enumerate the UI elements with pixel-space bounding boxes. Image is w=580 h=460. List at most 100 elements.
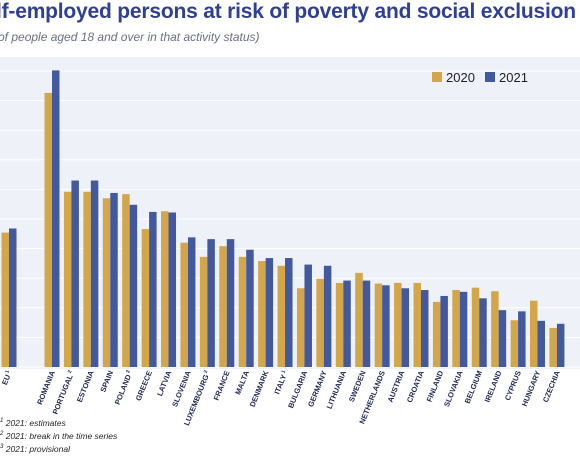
x-tick-label: SPAIN [98, 369, 115, 393]
bar-2021-cyprus [518, 311, 526, 367]
bar-2021-netherlands [382, 285, 390, 367]
bar-2021-malta [246, 249, 254, 367]
footnote-1-text: 2021: estimates [5, 418, 66, 428]
x-tick-label: FRANCE [212, 369, 232, 401]
bar-2021-czechia [556, 323, 565, 367]
chart-title: lf-employed persons at risk of poverty a… [0, 0, 576, 23]
bar-2021-latvia [168, 212, 177, 367]
bar-2020-hungary [530, 300, 538, 367]
x-tick-label: GERMANY [306, 369, 329, 408]
x-tick-label: ITALY 1 [272, 369, 290, 395]
footnote-1-mark: 1 [0, 418, 4, 425]
legend-swatch [485, 72, 495, 82]
bars [1, 70, 565, 368]
bar-2020-netherlands [374, 283, 383, 367]
legend-label: 2021 [499, 70, 528, 85]
x-tick-label: FINLAND [425, 369, 446, 403]
bar-2021-greece [149, 211, 157, 367]
bar-2021-sweden [362, 280, 371, 367]
bar-2020-eu [1, 232, 9, 367]
x-tick-label: CROATIA [405, 369, 426, 404]
bar-2020-slovenia [180, 242, 188, 367]
bar-2021-estonia [90, 180, 99, 367]
legend: 2020 2021 [432, 70, 528, 85]
footnote-3-mark: 3 [0, 444, 4, 451]
bar-2020-lithuania [335, 282, 344, 367]
footnote-3-text: 2021: provisional [5, 444, 70, 454]
bar-2021-poland [129, 204, 138, 367]
bar-2020-spain [102, 198, 111, 367]
bar-2020-estonia [83, 191, 91, 367]
bar-2020-croatia [413, 282, 421, 367]
bar-2021-austria [401, 288, 410, 367]
bar-2021-spain [110, 192, 118, 367]
bar-2020-ireland [491, 291, 499, 367]
x-tick-label: BELGIUM [463, 369, 484, 404]
bar-2020-greece [141, 229, 150, 367]
bar-2021-germany [323, 265, 332, 367]
bar-2021-slovakia [459, 291, 468, 367]
footnote-2-text: 2021: break in the time series [5, 431, 118, 441]
x-tick-label: ESTONIA [75, 369, 96, 404]
bar-2020-france [219, 246, 227, 367]
footnote-1: 1 2021: estimates [0, 418, 66, 428]
legend-item-2021: 2021 [485, 70, 528, 85]
bar-2021-slovenia [187, 237, 196, 367]
bar-2020-poland [122, 194, 130, 367]
x-tick-label: LITHUANIA [325, 369, 349, 410]
bar-2020-slovakia [452, 290, 460, 367]
bar-2021-eu [9, 228, 17, 367]
bar-2020-finland [432, 301, 441, 367]
bar-2021-finland [440, 295, 448, 367]
bar-2021-romania [52, 70, 60, 367]
bar-2020-luxembourg [199, 256, 208, 367]
bar-2020-czechia [549, 327, 557, 367]
bar-2020-belgium [471, 287, 480, 367]
footnote-2: 2 2021: break in the time series [0, 431, 117, 441]
x-tick-label: AUSTRIA [386, 369, 407, 404]
bar-2021-italy [285, 258, 293, 367]
x-tick-label: MALTA [233, 369, 251, 396]
bar-2020-austria [394, 282, 402, 367]
x-tick-label: POLAND 3 [113, 369, 135, 406]
bar-2021-luxembourg [207, 239, 215, 367]
x-tick-label: IRELAND [483, 369, 504, 404]
legend-label: 2020 [446, 70, 475, 85]
bar-2020-cyprus [510, 320, 519, 367]
bar-2020-germany [316, 278, 324, 367]
bar-2020-malta [238, 256, 247, 367]
bar-2020-portugal [63, 191, 72, 367]
bar-2020-sweden [355, 272, 363, 367]
x-tick-label: SWEDEN [347, 369, 368, 403]
bar-2021-hungary [537, 320, 545, 367]
bar-2020-latvia [161, 211, 169, 367]
bar-2020-denmark [258, 261, 266, 367]
x-tick-label: HUNGARY [520, 369, 542, 407]
bar-2021-ireland [498, 310, 507, 367]
bar-2021-france [226, 239, 235, 367]
chart-subtitle: of people aged 18 and over in that activ… [0, 30, 260, 44]
x-tick-label: GREECE [134, 369, 154, 402]
bar-2021-portugal [71, 180, 79, 367]
bar-2021-denmark [265, 258, 274, 367]
bar-2021-belgium [479, 298, 487, 367]
x-tick-label: CYPRUS [503, 369, 523, 401]
bar-2020-bulgaria [296, 288, 305, 367]
footnote-3: 3 2021: provisional [0, 444, 70, 454]
x-tick-label: LATVIA [155, 369, 173, 398]
legend-item-2020: 2020 [432, 70, 475, 85]
bar-2021-bulgaria [304, 264, 312, 367]
bar-2021-croatia [420, 290, 429, 367]
x-tick-label: SLOVAKIA [442, 369, 465, 408]
bar-2021-lithuania [343, 280, 351, 367]
x-tick-label: DENMARK [248, 369, 271, 408]
x-tick-label: EU 1 [0, 369, 14, 386]
footnote-2-mark: 2 [0, 431, 4, 438]
bar-2020-romania [44, 92, 52, 368]
x-tick-label: ROMANIA [35, 369, 57, 406]
bar-2020-italy [277, 265, 286, 367]
legend-swatch [432, 72, 442, 82]
x-tick-label: CZECHIA [541, 369, 562, 404]
